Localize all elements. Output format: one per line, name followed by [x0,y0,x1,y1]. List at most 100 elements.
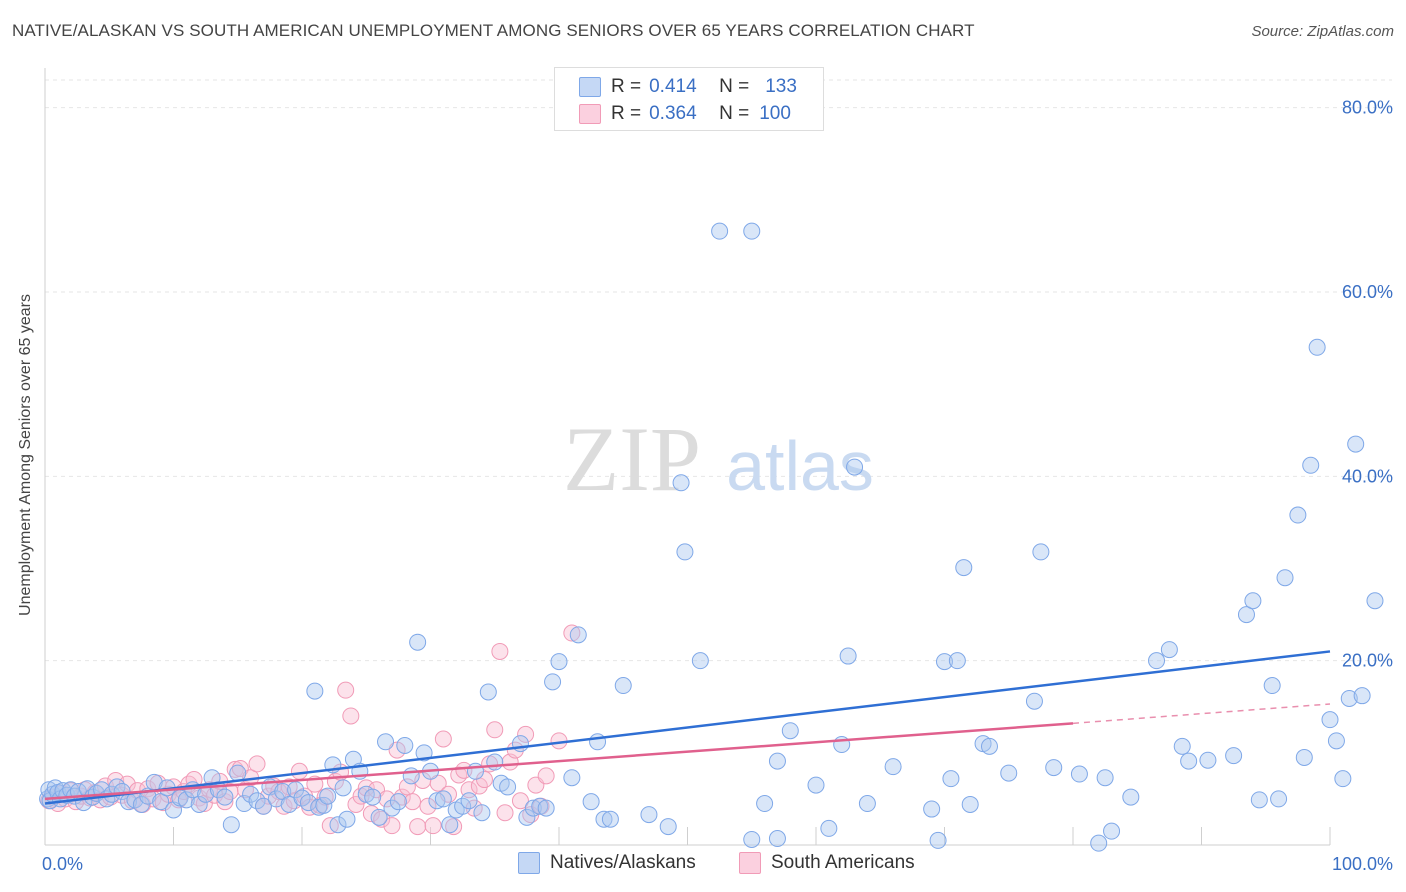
point-natives [1148,652,1166,670]
point-natives [1199,751,1217,769]
point-south-americans [342,707,360,725]
point-natives [936,653,953,671]
point-natives [676,543,694,561]
stats-n-value: 133 [765,76,797,97]
point-natives [1263,677,1281,695]
point-natives [242,785,260,803]
point-natives [1025,692,1043,710]
point-natives [1366,592,1384,610]
point-natives [1340,689,1358,707]
stats-swatch-natives [579,77,601,97]
legend-item-natives: Natives/Alaskans [518,852,696,874]
point-natives [409,633,427,651]
point-natives [389,793,407,811]
point-natives [1160,641,1178,659]
point-natives [1276,569,1294,587]
point-natives [1032,543,1050,561]
point-south-americans [409,818,427,836]
axes [44,68,1331,846]
stats-r-value: 0.414 [649,76,697,97]
legend-swatch-south-americans [739,852,761,874]
point-natives [235,795,253,813]
point-natives [190,795,208,813]
point-natives [980,737,998,755]
point-natives [544,673,562,691]
trend-lines [44,650,1331,805]
point-south-americans [491,642,509,660]
point-natives [1096,769,1114,787]
point-natives [1000,764,1018,782]
point-south-americans [419,797,437,815]
point-south-americans [404,793,422,811]
point-natives [756,795,774,813]
point-south-americans [486,721,504,739]
point-natives [1289,506,1307,524]
stats-n-value: 100 [759,103,791,124]
point-natives [473,804,491,822]
y-tick-label: 80.0% [1342,98,1393,118]
point-natives [229,764,247,782]
point-natives [524,799,542,817]
point-natives [1250,791,1268,809]
trend-line-south-americans [44,722,1074,801]
point-natives [955,559,973,577]
point-natives [743,222,761,240]
point-natives [364,788,382,806]
legend-label-natives: Natives/Alaskans [550,852,696,873]
point-natives [499,778,517,796]
point-south-americans [347,795,365,813]
point-natives [1347,435,1365,453]
watermark-zip: ZIP [563,408,701,510]
point-natives [820,819,838,837]
point-natives [222,816,240,834]
point-natives [1090,834,1108,852]
point-natives [1180,752,1198,770]
point-natives [531,797,549,815]
point-natives [479,683,497,701]
stats-n-label: N = [719,103,750,124]
stats-row-south-americans: R = 0.364 N = 100 [555,101,791,127]
point-south-americans [337,681,355,699]
point-natives [961,795,979,813]
point-natives [807,776,825,794]
trend-line-natives [44,650,1331,805]
point-natives [846,458,864,476]
legend-label-south-americans: South Americans [771,852,915,873]
x-tick-label-min: 0.0% [42,854,83,874]
point-natives [370,808,388,826]
point-south-americans [357,779,375,797]
point-natives [743,830,761,848]
point-natives [377,733,395,751]
y-tick-label: 60.0% [1342,282,1393,302]
point-natives [1237,606,1255,624]
point-natives [1302,456,1320,474]
point-natives [402,767,420,785]
point-natives [1327,732,1345,750]
point-natives [177,791,195,809]
point-natives [306,682,324,700]
point-south-americans [373,810,391,828]
point-natives [595,810,613,828]
point-natives [383,799,401,817]
point-south-americans [517,725,535,743]
point-natives [415,744,433,762]
point-natives [334,779,352,797]
point-natives [1225,747,1243,765]
point-natives [711,222,729,240]
point-natives [434,790,452,808]
stats-r-value: 0.364 [649,103,697,124]
grid-lines [45,79,1392,662]
point-natives [428,792,446,810]
point-natives [550,653,568,671]
point-natives [839,647,857,665]
point-natives [1334,770,1352,788]
point-natives [441,816,459,834]
point-natives [1270,790,1288,808]
point-south-americans [248,755,266,773]
point-natives [1173,737,1191,755]
point-natives [486,753,504,771]
point-south-americans [383,817,401,835]
point-south-americans [496,804,514,822]
point-natives [923,800,941,818]
